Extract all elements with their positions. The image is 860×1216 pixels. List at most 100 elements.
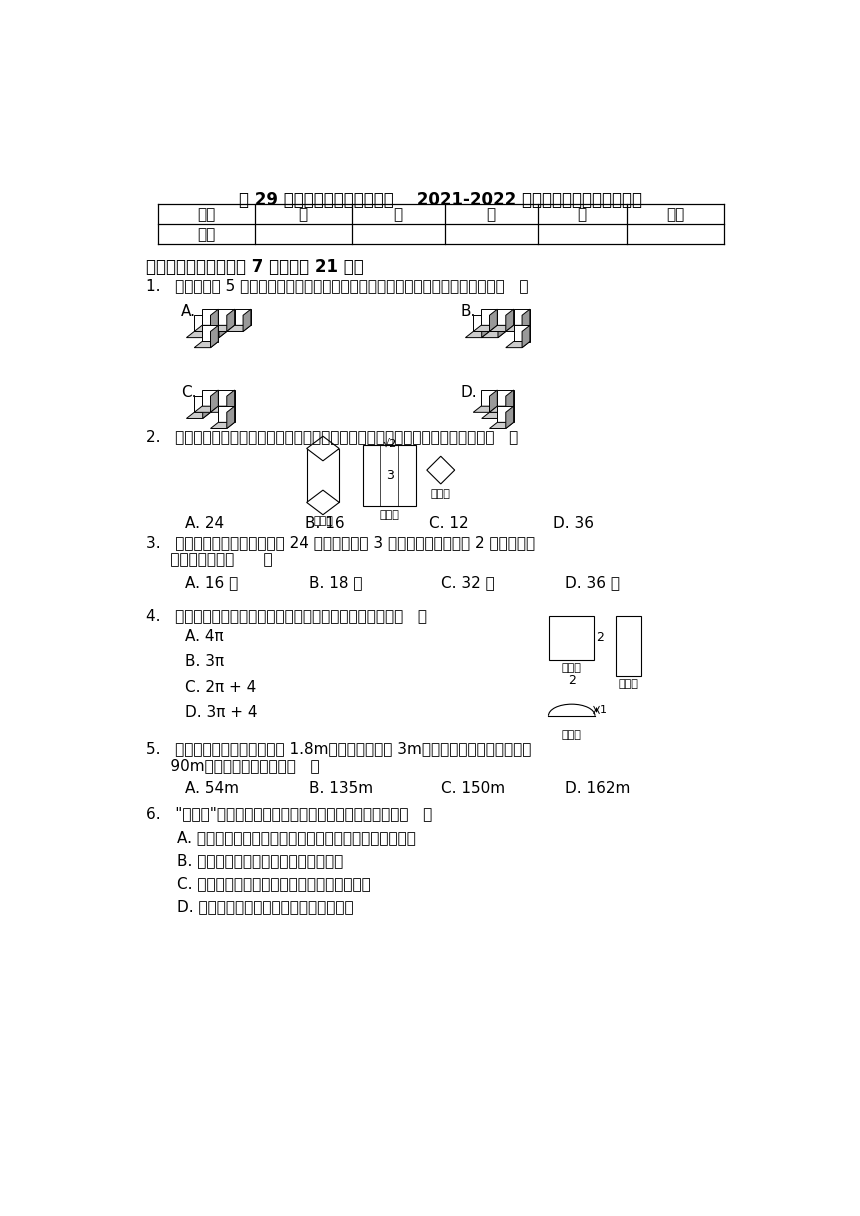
Text: 俯视图: 俯视图 (562, 731, 581, 741)
Text: B.: B. (460, 304, 476, 319)
Polygon shape (203, 396, 211, 418)
Polygon shape (506, 326, 530, 332)
Text: D.: D. (460, 384, 476, 400)
Text: 总分: 总分 (666, 207, 685, 223)
Polygon shape (498, 396, 506, 418)
Text: 一: 一 (298, 207, 308, 223)
Polygon shape (473, 406, 497, 412)
Polygon shape (194, 396, 211, 412)
Polygon shape (227, 309, 235, 332)
Polygon shape (211, 422, 235, 428)
Text: C. 2π + 4: C. 2π + 4 (185, 680, 256, 694)
Polygon shape (497, 390, 513, 406)
Polygon shape (489, 406, 513, 412)
Polygon shape (506, 342, 530, 348)
Text: 筑物的高度为（      ）: 筑物的高度为（ ） (146, 552, 273, 568)
Text: 2: 2 (597, 631, 605, 644)
Polygon shape (498, 315, 506, 338)
Polygon shape (187, 332, 211, 338)
Text: A.: A. (181, 304, 196, 319)
Text: 6.   "皮影戏"作为我国一种民间艺术，对它的叙述错误的是（   ）: 6. "皮影戏"作为我国一种民间艺术，对它的叙述错误的是（ ） (146, 806, 433, 822)
Text: D. 36 米: D. 36 米 (565, 575, 620, 591)
Polygon shape (211, 309, 218, 332)
Polygon shape (218, 406, 235, 422)
Text: 主视图: 主视图 (562, 664, 581, 674)
Polygon shape (194, 406, 218, 412)
Polygon shape (481, 309, 497, 326)
Polygon shape (482, 315, 489, 338)
Polygon shape (506, 406, 513, 428)
Polygon shape (203, 315, 211, 338)
Text: 得分: 得分 (197, 227, 216, 242)
Polygon shape (506, 390, 513, 412)
Text: A. 4π: A. 4π (185, 630, 224, 644)
Text: B. 表演时，要用灯光把剪影照在银幕上: B. 表演时，要用灯光把剪影照在银幕上 (177, 852, 343, 868)
Polygon shape (513, 326, 530, 342)
Polygon shape (202, 326, 218, 342)
Text: 90m，则这栋楼的高度为（   ）: 90m，则这栋楼的高度为（ ） (146, 758, 320, 773)
Text: B. 135m: B. 135m (309, 781, 373, 796)
Text: D. 表演时，也可用阳光把剪影照在银幕上: D. 表演时，也可用阳光把剪影照在银幕上 (177, 899, 353, 914)
Text: C. 12: C. 12 (429, 516, 469, 530)
Polygon shape (489, 309, 497, 332)
Polygon shape (202, 309, 218, 326)
Text: 二: 二 (394, 207, 402, 223)
Polygon shape (211, 326, 235, 332)
Polygon shape (497, 309, 513, 326)
Text: 3: 3 (385, 469, 394, 482)
Polygon shape (218, 390, 235, 406)
Text: 左视图: 左视图 (379, 511, 400, 520)
Bar (550, 615, 594, 660)
Text: 1: 1 (599, 705, 606, 715)
Polygon shape (211, 315, 227, 332)
Polygon shape (465, 332, 489, 338)
Bar (616, 615, 641, 676)
Text: 4.   一个几何体的三视图如图所示，则该几何体的表面积为（   ）: 4. 一个几何体的三视图如图所示，则该几何体的表面积为（ ） (146, 608, 427, 623)
Polygon shape (522, 309, 530, 332)
Polygon shape (243, 309, 251, 332)
Text: 2: 2 (568, 674, 575, 687)
Polygon shape (473, 315, 489, 332)
Text: 三: 三 (487, 207, 495, 223)
Polygon shape (489, 326, 513, 332)
Text: D. 162m: D. 162m (565, 781, 630, 796)
Text: 左视图: 左视图 (618, 679, 638, 688)
Polygon shape (482, 332, 506, 338)
Text: 第 29 章投影与视图单元测试卷    2021-2022 学年人教版九年级数学下册: 第 29 章投影与视图单元测试卷 2021-2022 学年人教版九年级数学下册 (239, 191, 642, 209)
Polygon shape (194, 315, 211, 332)
Polygon shape (522, 326, 530, 348)
Polygon shape (489, 396, 506, 412)
Text: A. 16 米: A. 16 米 (185, 575, 238, 591)
Text: 俯视图: 俯视图 (431, 489, 451, 499)
Polygon shape (218, 309, 235, 326)
Polygon shape (203, 332, 227, 338)
Bar (307, 449, 339, 502)
Polygon shape (307, 490, 339, 514)
Polygon shape (227, 406, 235, 428)
Text: A. 它是用兽皮或纸板做成的人物剪影，来表演故事的戏曲: A. 它是用兽皮或纸板做成的人物剪影，来表演故事的戏曲 (177, 829, 416, 845)
Polygon shape (506, 309, 513, 332)
Polygon shape (307, 437, 339, 461)
Polygon shape (427, 456, 455, 484)
Text: 3.   在光下，某建筑物的影长为 24 米，同时旁边 3 米长的标杆的影长是 2 米，则该建: 3. 在光下，某建筑物的影长为 24 米，同时旁边 3 米长的标杆的影长是 2 … (146, 535, 536, 551)
Text: 2.   一个长方体的三视图如图所示，若其俯视图为正方形，则这个长方体的体积为（   ）: 2. 一个长方体的三视图如图所示，若其俯视图为正方形，则这个长方体的体积为（ ） (146, 429, 519, 444)
Polygon shape (211, 406, 235, 412)
Polygon shape (497, 406, 513, 422)
Polygon shape (227, 326, 251, 332)
Polygon shape (489, 315, 506, 332)
Polygon shape (489, 422, 513, 428)
Polygon shape (513, 309, 530, 326)
Polygon shape (194, 342, 218, 348)
Text: 1.   下列图是由 5 个大小相同的小立方体搭成的几何体，主视图和左视图相同的是（   ）: 1. 下列图是由 5 个大小相同的小立方体搭成的几何体，主视图和左视图相同的是（… (146, 278, 529, 293)
Text: B. 3π: B. 3π (185, 654, 224, 669)
Text: C.: C. (181, 384, 197, 400)
Bar (363, 445, 416, 506)
Polygon shape (202, 390, 218, 406)
Text: B. 18 米: B. 18 米 (309, 575, 363, 591)
Polygon shape (489, 390, 497, 412)
Text: 四: 四 (578, 207, 587, 223)
Polygon shape (482, 412, 506, 418)
Polygon shape (187, 412, 211, 418)
Polygon shape (227, 390, 235, 412)
Polygon shape (194, 326, 218, 332)
